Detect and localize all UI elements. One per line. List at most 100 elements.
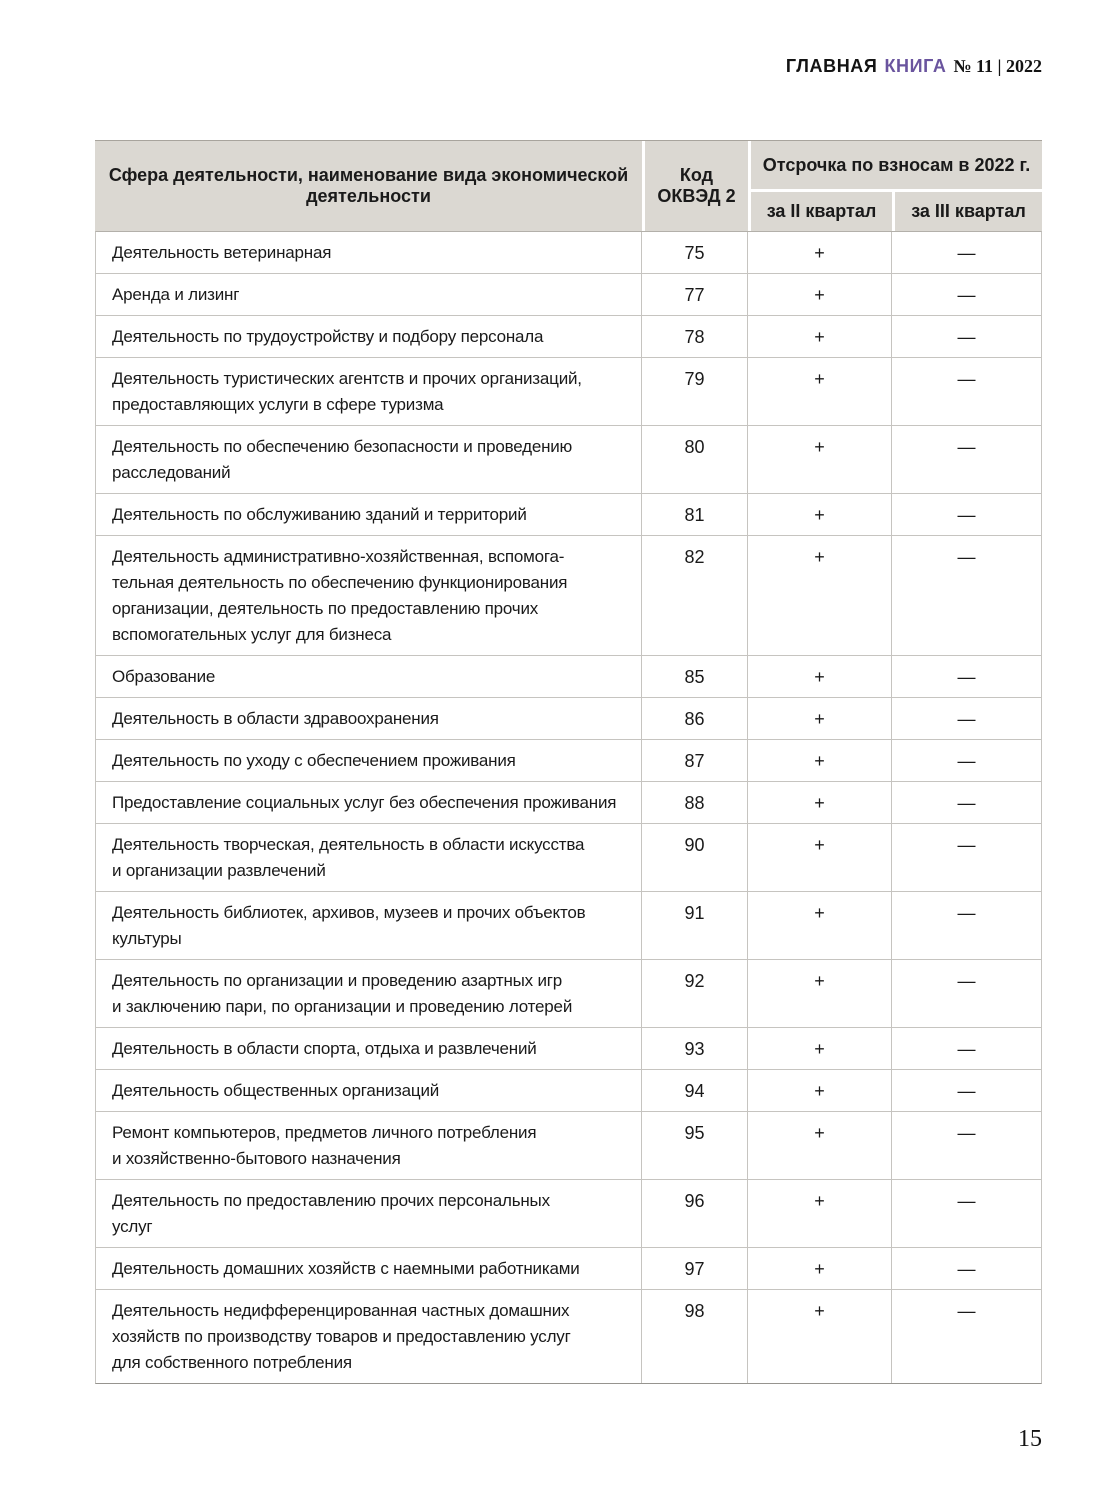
cell-q2-deferral: +	[747, 1112, 891, 1179]
cell-okved-code: 80	[641, 426, 747, 493]
brand-kniga: КНИГА	[884, 56, 947, 76]
cell-activity: Деятельность домашних хозяйств с наемным…	[112, 1259, 580, 1278]
cell-q2-deferral: +	[747, 656, 891, 697]
cell-q2-deferral: +	[747, 1290, 891, 1383]
cell-okved-code: 79	[641, 358, 747, 425]
column-header-q2: за II квартал	[748, 189, 892, 231]
cell-q3-deferral: —	[891, 824, 1041, 891]
cell-okved-code: 75	[641, 232, 747, 273]
cell-q3-deferral: —	[891, 316, 1041, 357]
cell-activity: Деятельность по организации и проведению…	[112, 971, 573, 1016]
cell-q3-deferral: —	[891, 892, 1041, 959]
cell-q2-deferral: +	[747, 274, 891, 315]
okved-deferral-table: Сфера деятельности, наименование вида эк…	[95, 140, 1042, 1384]
cell-okved-code: 85	[641, 656, 747, 697]
cell-q2-deferral: +	[747, 740, 891, 781]
cell-q2-deferral: +	[747, 494, 891, 535]
cell-activity: Деятельность недифференцированная частны…	[112, 1301, 571, 1372]
cell-activity: Деятельность по трудоустройству и подбор…	[112, 327, 544, 346]
cell-q3-deferral: —	[891, 1290, 1041, 1383]
cell-activity: Деятельность ветеринарная	[112, 243, 332, 262]
table-row: Деятельность административно-хозяйственн…	[96, 536, 1041, 656]
table-row: Деятельность по уходу с обеспечением про…	[96, 740, 1041, 782]
cell-q3-deferral: —	[891, 1028, 1041, 1069]
cell-q2-deferral: +	[747, 232, 891, 273]
table-row: Деятельность туристических агентств и пр…	[96, 358, 1041, 426]
cell-q3-deferral: —	[891, 960, 1041, 1027]
table-row: Деятельность по обслуживанию зданий и те…	[96, 494, 1041, 536]
cell-q2-deferral: +	[747, 1070, 891, 1111]
cell-okved-code: 95	[641, 1112, 747, 1179]
cell-okved-code: 98	[641, 1290, 747, 1383]
cell-okved-code: 78	[641, 316, 747, 357]
table-row: Деятельность творческая, деятельность в …	[96, 824, 1041, 892]
column-header-deferral-2022: Отсрочка по взносам в 2022 г.	[748, 141, 1042, 189]
cell-q2-deferral: +	[747, 536, 891, 655]
table-row: Деятельность недифференцированная частны…	[96, 1290, 1041, 1383]
cell-q2-deferral: +	[747, 892, 891, 959]
table-row: Деятельность по обеспечению безопасности…	[96, 426, 1041, 494]
cell-q3-deferral: —	[891, 426, 1041, 493]
cell-okved-code: 97	[641, 1248, 747, 1289]
cell-okved-code: 96	[641, 1180, 747, 1247]
table-row: Деятельность по трудоустройству и подбор…	[96, 316, 1041, 358]
cell-okved-code: 94	[641, 1070, 747, 1111]
cell-q2-deferral: +	[747, 426, 891, 493]
cell-okved-code: 81	[641, 494, 747, 535]
issue-number: № 11 | 2022	[953, 56, 1042, 76]
page-header: ГЛАВНАЯ КНИГА № 11 | 2022	[786, 56, 1042, 77]
table-row: Образование 85 + —	[96, 656, 1041, 698]
cell-okved-code: 88	[641, 782, 747, 823]
cell-q3-deferral: —	[891, 1112, 1041, 1179]
table-row: Деятельность общественных организаций 94…	[96, 1070, 1041, 1112]
cell-activity: Аренда и лизинг	[112, 285, 240, 304]
cell-q3-deferral: —	[891, 740, 1041, 781]
cell-activity: Деятельность туристических агентств и пр…	[112, 369, 582, 414]
cell-activity: Деятельность по предоставлению прочих пе…	[112, 1191, 550, 1236]
cell-q3-deferral: —	[891, 656, 1041, 697]
column-header-okved-code: Код ОКВЭД 2	[642, 141, 748, 231]
cell-q2-deferral: +	[747, 960, 891, 1027]
cell-q3-deferral: —	[891, 1248, 1041, 1289]
cell-q2-deferral: +	[747, 824, 891, 891]
cell-activity: Деятельность по обслуживанию зданий и те…	[112, 505, 527, 524]
cell-activity: Деятельность в области здравоохранения	[112, 709, 439, 728]
cell-activity: Предоставление социальных услуг без обес…	[112, 793, 617, 812]
table-row: Деятельность в области спорта, отдыха и …	[96, 1028, 1041, 1070]
cell-q3-deferral: —	[891, 698, 1041, 739]
column-header-activity: Сфера деятельности, наименование вида эк…	[108, 165, 629, 206]
cell-q2-deferral: +	[747, 358, 891, 425]
cell-q2-deferral: +	[747, 316, 891, 357]
cell-q3-deferral: —	[891, 358, 1041, 425]
cell-okved-code: 77	[641, 274, 747, 315]
cell-okved-code: 90	[641, 824, 747, 891]
cell-q2-deferral: +	[747, 1028, 891, 1069]
cell-activity: Ремонт компьютеров, предметов личного по…	[112, 1123, 537, 1168]
cell-activity: Деятельность административно-хозяйственн…	[112, 547, 568, 644]
cell-q3-deferral: —	[891, 232, 1041, 273]
table-row: Деятельность по организации и проведению…	[96, 960, 1041, 1028]
cell-q2-deferral: +	[747, 1180, 891, 1247]
cell-q3-deferral: —	[891, 536, 1041, 655]
cell-q3-deferral: —	[891, 494, 1041, 535]
brand-glavnaya: ГЛАВНАЯ	[785, 56, 878, 76]
table-header: Сфера деятельности, наименование вида эк…	[95, 140, 1042, 231]
table-row: Предоставление социальных услуг без обес…	[96, 782, 1041, 824]
cell-okved-code: 91	[641, 892, 747, 959]
page-number: 15	[1018, 1426, 1042, 1452]
cell-q3-deferral: —	[891, 1180, 1041, 1247]
cell-okved-code: 86	[641, 698, 747, 739]
cell-q3-deferral: —	[891, 274, 1041, 315]
table-body: Деятельность ветеринарная 75 + — Аренда …	[95, 231, 1042, 1384]
cell-q3-deferral: —	[891, 1070, 1041, 1111]
cell-q2-deferral: +	[747, 782, 891, 823]
cell-q3-deferral: —	[891, 782, 1041, 823]
table-row: Деятельность домашних хозяйств с наемным…	[96, 1248, 1041, 1290]
cell-activity: Деятельность по обеспечению безопасности…	[112, 437, 573, 482]
cell-okved-code: 93	[641, 1028, 747, 1069]
cell-okved-code: 82	[641, 536, 747, 655]
cell-activity: Образование	[112, 667, 216, 686]
table-row: Ремонт компьютеров, предметов личного по…	[96, 1112, 1041, 1180]
cell-activity: Деятельность библиотек, архивов, музеев …	[112, 903, 586, 948]
